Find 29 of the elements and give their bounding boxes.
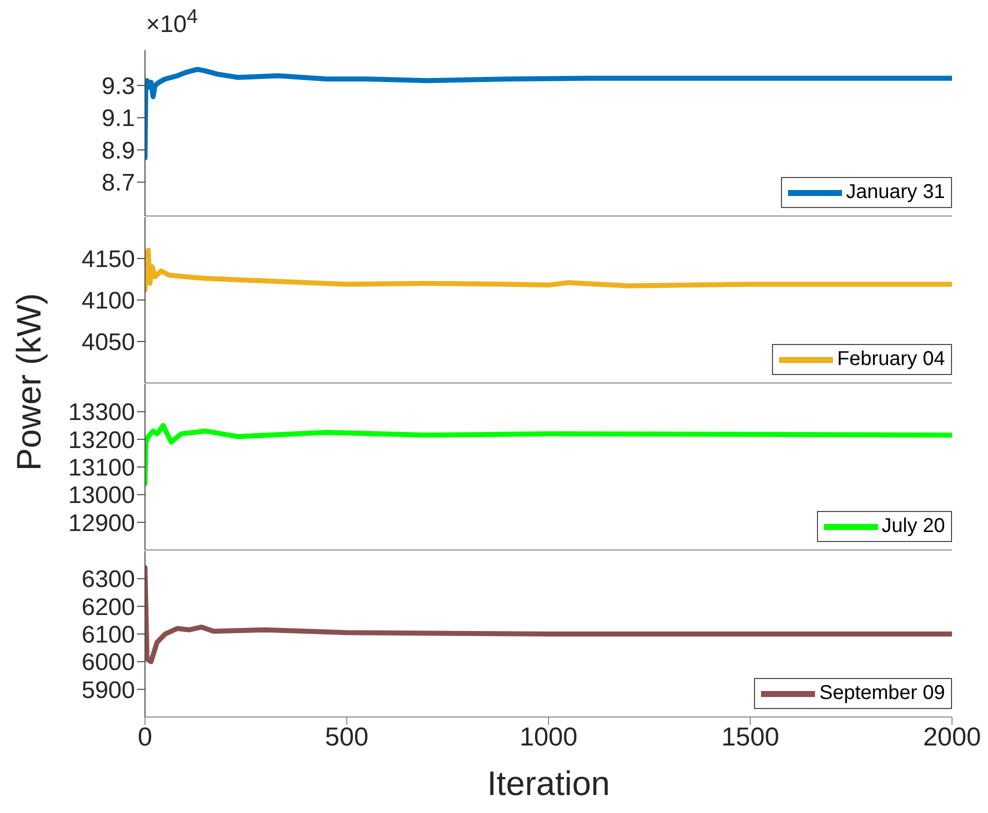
y-tick-label: 4050 [82, 329, 135, 356]
y-tick-label: 4100 [82, 288, 135, 315]
y-tick-label: 6200 [82, 594, 135, 621]
legend-label: January 31 [846, 181, 945, 204]
x-tick-label: 1000 [520, 721, 578, 752]
y-tick-label: 6300 [82, 566, 135, 594]
y-tick-label: 5900 [82, 676, 135, 704]
y-tick-label: 8.9 [102, 137, 135, 164]
y-tick-label: 9.1 [102, 105, 135, 132]
x-tick-label: 0 [138, 721, 152, 752]
text: ×10$^{4}$ [146, 6, 198, 39]
y-tick-label: 8.7 [102, 170, 135, 197]
legend-label: September 09 [819, 682, 945, 705]
x-axis-title: Iteration [487, 765, 610, 803]
legend-label: July 20 [882, 515, 945, 538]
y-tick-label: 9.3 [102, 72, 135, 100]
y-tick-label: 6000 [82, 649, 135, 676]
y-tick-label: 6100 [82, 622, 135, 649]
y-tick-label: 13200 [68, 426, 135, 454]
y-axis-title: Power (kW) [10, 293, 50, 471]
x-tick-label: 2000 [923, 721, 981, 752]
y-tick-label: 13000 [68, 482, 135, 510]
y-tick-label: 12900 [68, 510, 135, 537]
y-tick-label: 13100 [68, 454, 135, 482]
y-tick-label: 4150 [82, 246, 135, 274]
legend-label: February 04 [837, 348, 945, 371]
y-tick-label: 13300 [68, 399, 135, 426]
x-tick-label: 500 [325, 721, 368, 752]
x-tick-label: 1500 [721, 721, 780, 752]
